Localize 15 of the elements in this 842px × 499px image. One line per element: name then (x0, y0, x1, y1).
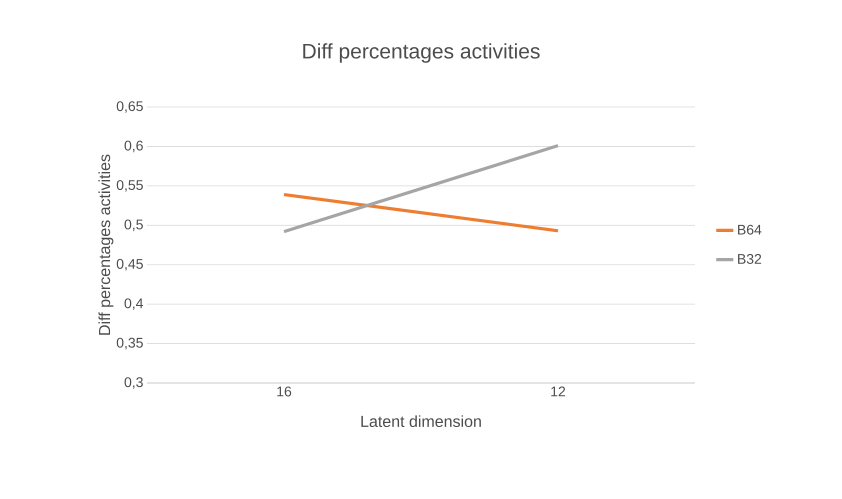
legend-label: B64 (738, 224, 762, 235)
x-tick-label: 16 (277, 386, 292, 396)
y-tick-label: 0,5 (124, 219, 143, 232)
y-tick-label: 0,35 (116, 338, 143, 350)
y-axis-title: Diff percentages activities (98, 154, 114, 335)
y-tick-label: 0,45 (116, 258, 143, 270)
x-axis-title: Latent dimension (361, 415, 481, 428)
y-tick-label: 0,3 (124, 377, 143, 389)
y-tick-label: 0,6 (124, 140, 143, 152)
x-tick-label: 12 (551, 386, 566, 396)
y-tick-label: 0,65 (116, 101, 143, 113)
y-tick-label: 0,4 (124, 298, 144, 310)
legend-label: B32 (738, 254, 762, 264)
y-tick-label: 0,55 (116, 180, 143, 192)
chart-title: Diff percentages activities (303, 43, 540, 63)
